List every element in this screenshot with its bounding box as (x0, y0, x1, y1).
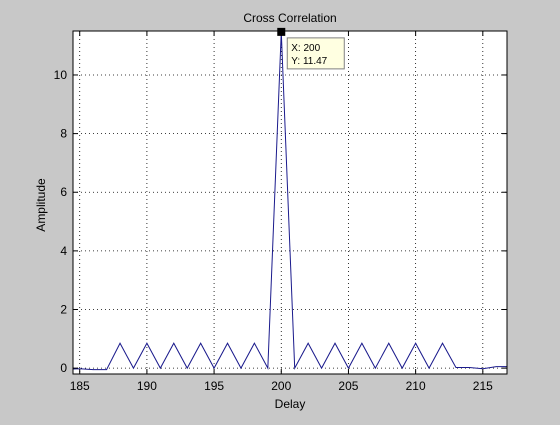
y-tick-label: 2 (60, 303, 67, 317)
x-tick-label: 195 (204, 379, 224, 393)
x-tick-label: 200 (271, 379, 291, 393)
axes-box (72, 30, 508, 375)
y-tick-label: 6 (60, 185, 67, 199)
y-axis-label: Amplitude (34, 178, 48, 232)
data-tip[interactable]: X: 200 Y: 11.47 (277, 27, 345, 70)
correlation-line (72, 31, 507, 371)
y-tick-label: 8 (60, 127, 67, 141)
datatip-y-text: Y: 11.47 (291, 56, 327, 67)
x-tick-label: 205 (338, 379, 358, 393)
x-tick-label: 210 (406, 379, 426, 393)
x-tick-label: 215 (473, 379, 493, 393)
y-tick-label: 10 (54, 68, 68, 82)
x-tick-label: 185 (70, 379, 90, 393)
datatip-marker[interactable] (277, 27, 286, 36)
y-tick-label: 0 (60, 361, 67, 375)
x-axis-label: Delay (275, 397, 306, 411)
y-tick-label: 4 (60, 244, 67, 258)
x-tick-label: 190 (137, 379, 157, 393)
datatip-box (286, 37, 345, 70)
plot-area (73, 31, 507, 374)
datatip-x-text: X: 200 (291, 43, 320, 54)
chart-title: Cross Correlation (243, 11, 336, 25)
